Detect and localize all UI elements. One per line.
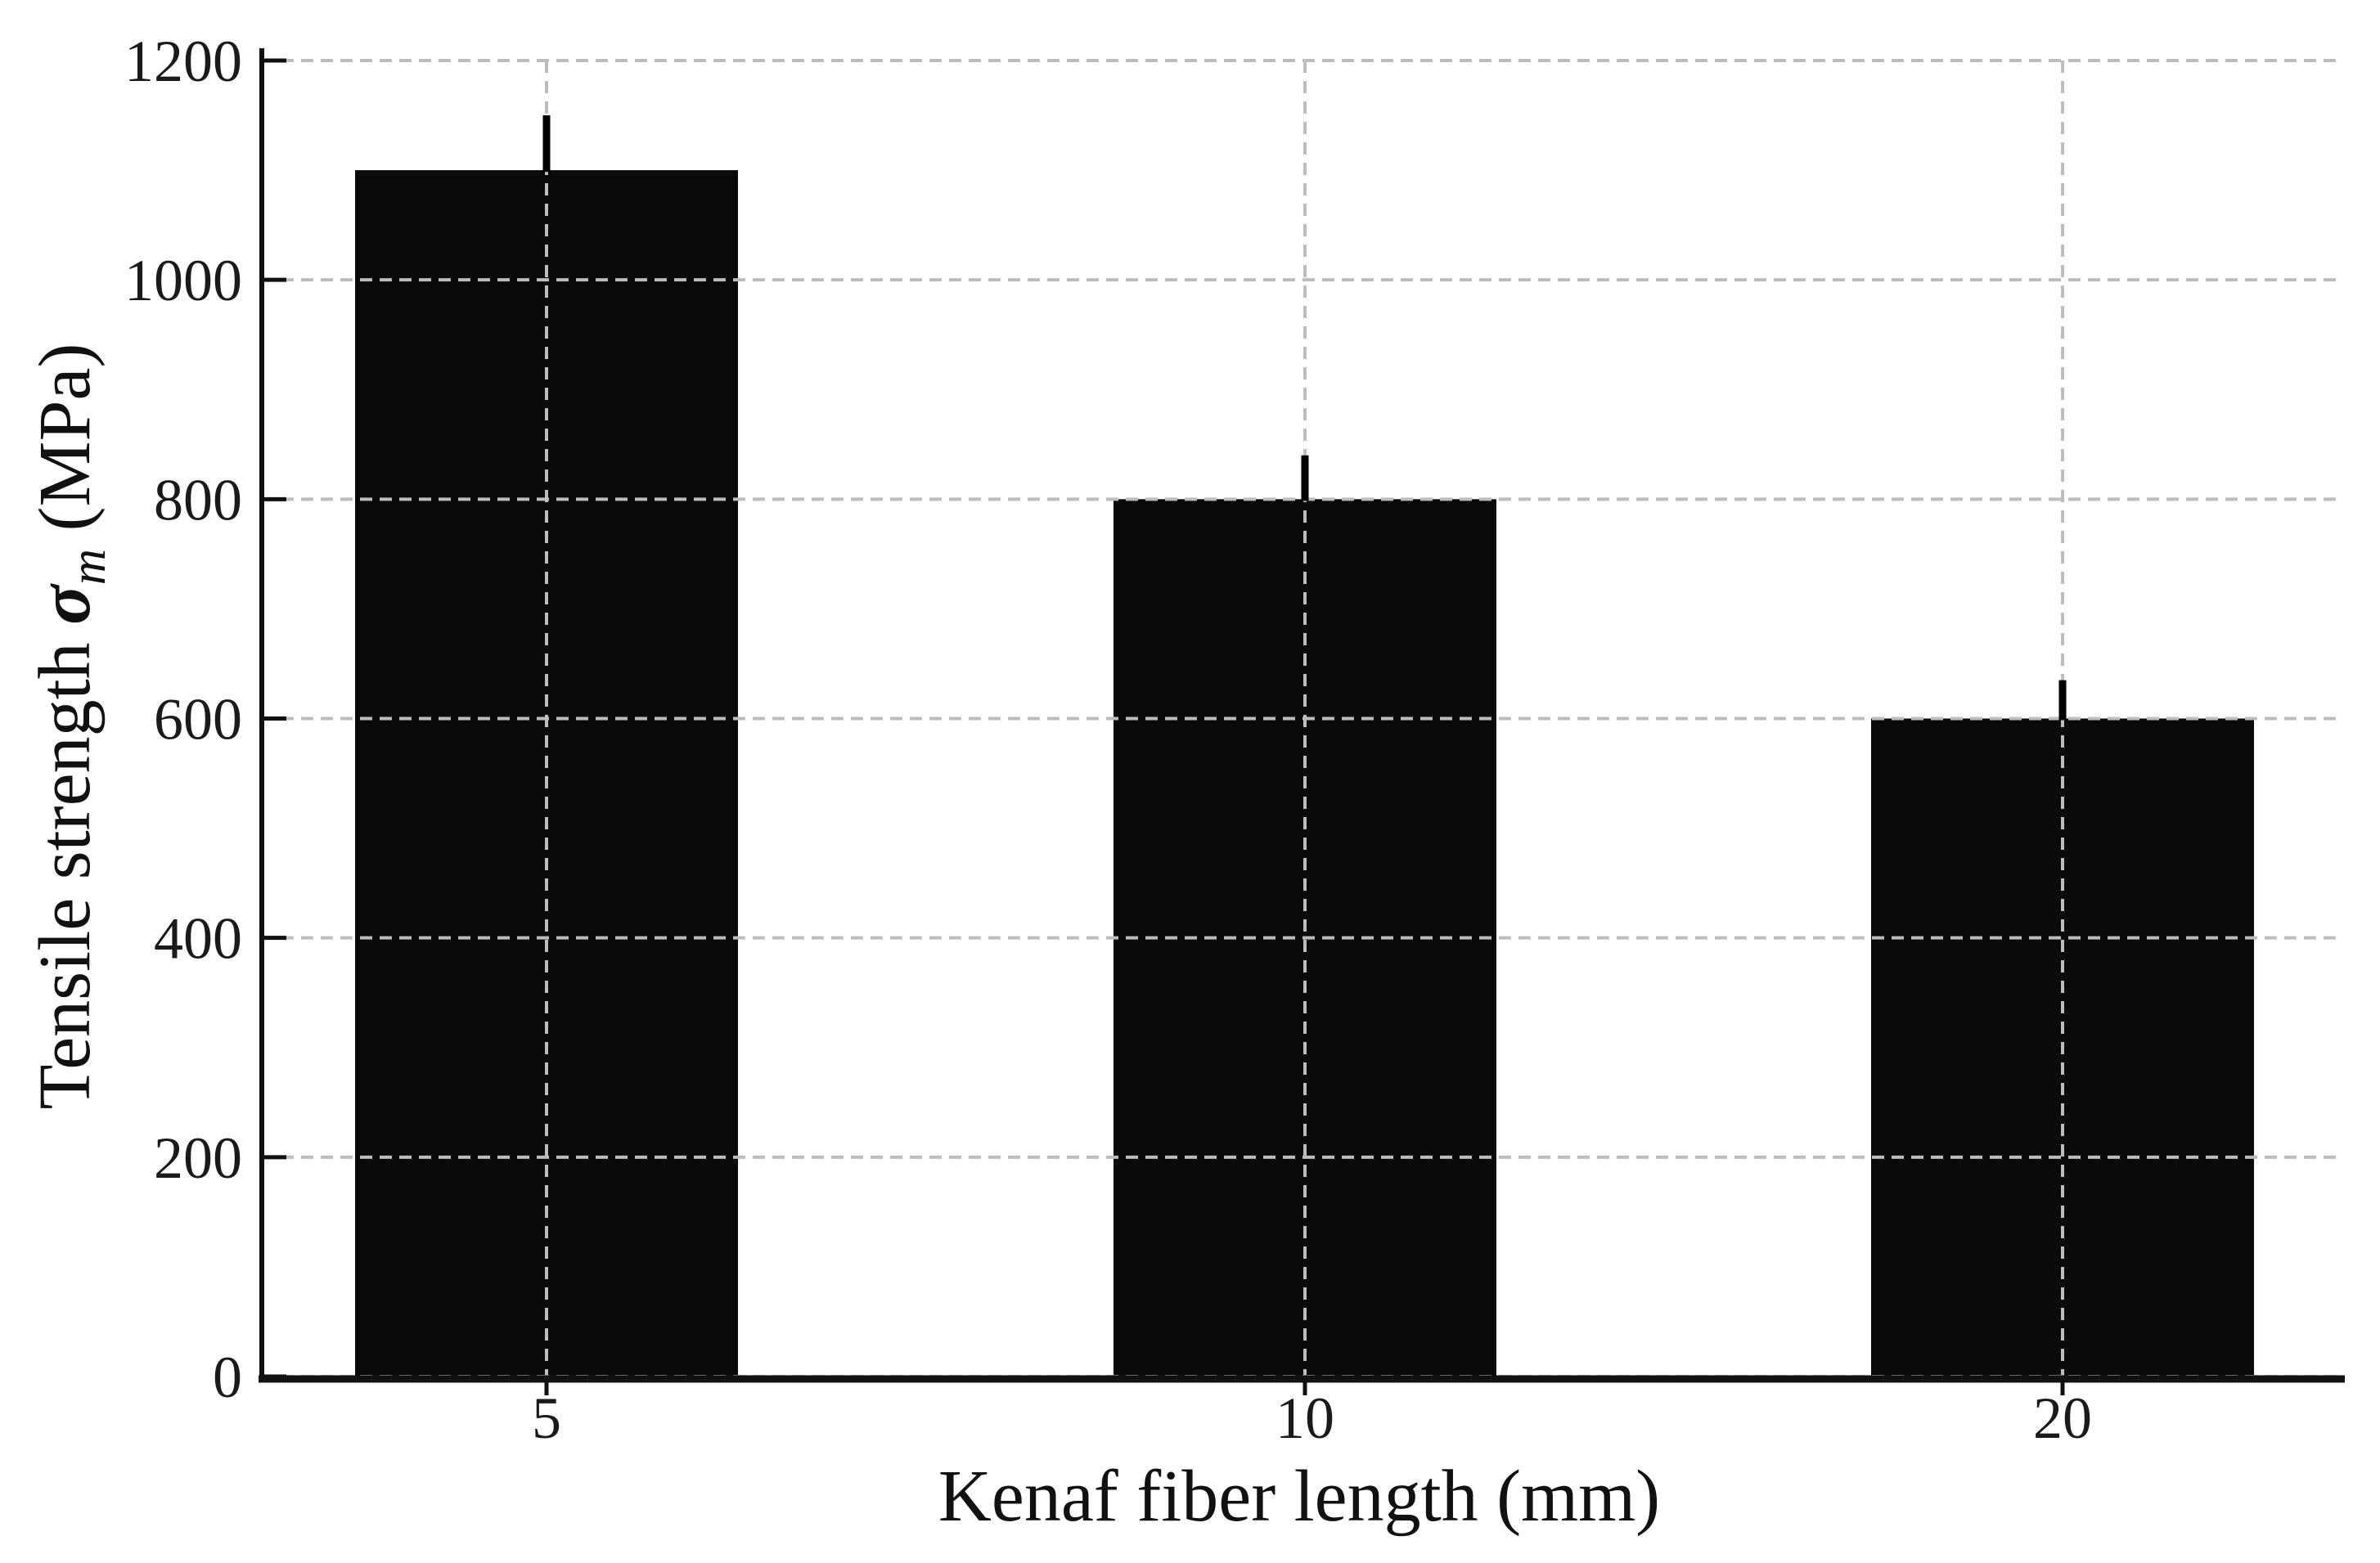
y-tick-label: 1000 — [124, 248, 242, 313]
y-tick-label: 800 — [154, 467, 242, 532]
y-axis-title: Tensile strength σm (MPa) — [25, 344, 116, 1110]
y-tick-label: 1200 — [124, 29, 242, 94]
y-tick-label: 600 — [154, 687, 242, 752]
y-tick-label: 200 — [154, 1125, 242, 1191]
y-axis-title-text: Tensile strength — [25, 642, 106, 1110]
x-tick-label: 5 — [532, 1386, 561, 1451]
y-tick-label: 400 — [154, 906, 242, 972]
sigma-subscript: m — [61, 549, 116, 586]
x-tick-label: 20 — [2033, 1386, 2092, 1451]
x-tick-label: 10 — [1275, 1386, 1334, 1451]
y-axis-unit: (MPa) — [25, 343, 106, 532]
sigma-symbol: σ — [25, 585, 106, 625]
x-axis-title: Kenaf fiber length (mm) — [938, 1456, 1661, 1537]
y-tick-label: 0 — [213, 1345, 242, 1410]
